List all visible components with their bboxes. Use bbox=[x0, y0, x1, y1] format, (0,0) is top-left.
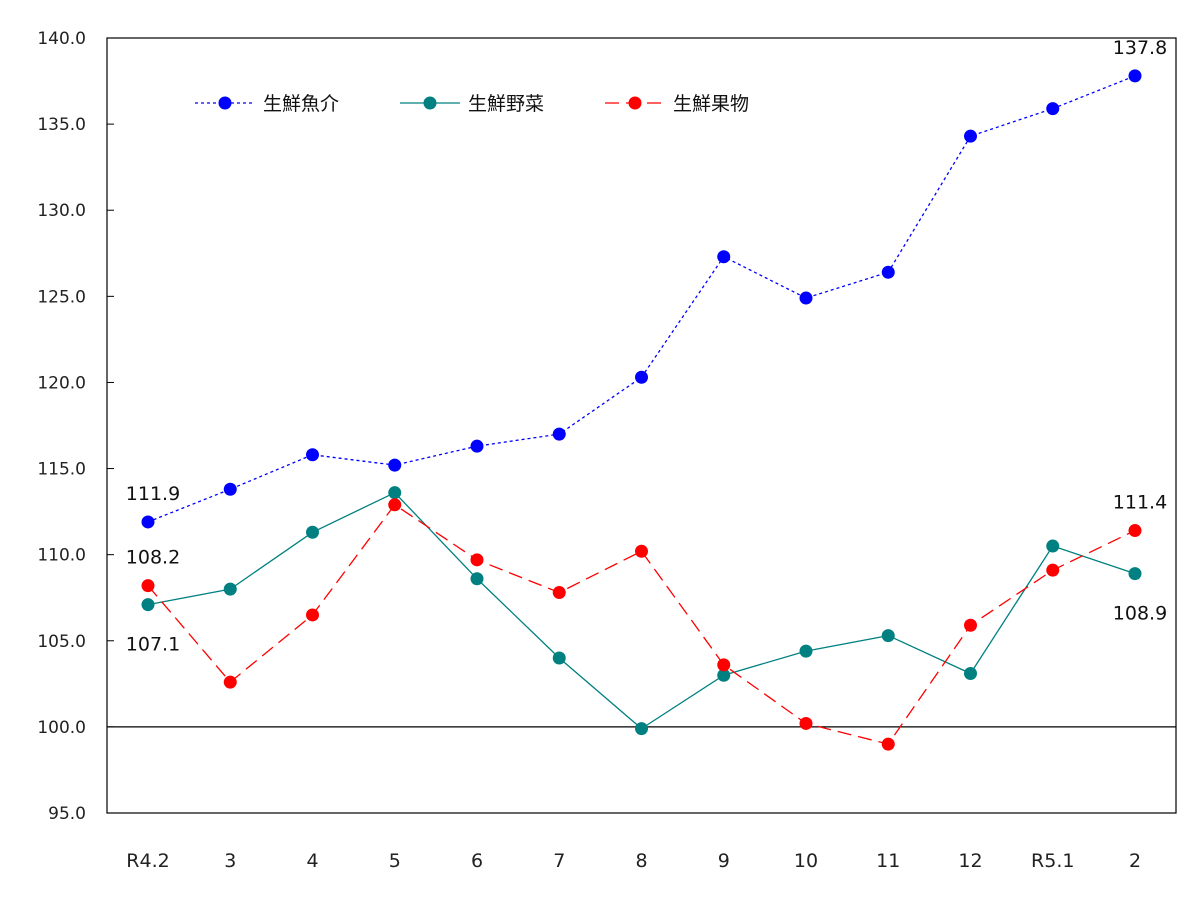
data-point-marker bbox=[799, 644, 813, 658]
y-tick-label: 110.0 bbox=[37, 546, 86, 566]
legend-marker bbox=[423, 96, 437, 110]
data-label: 111.9 bbox=[126, 483, 180, 505]
x-tick-label: R4.2 bbox=[126, 850, 169, 872]
data-point-marker bbox=[470, 572, 484, 586]
x-tick-label: 11 bbox=[876, 850, 900, 872]
y-tick-label: 105.0 bbox=[37, 632, 86, 652]
data-label: 108.2 bbox=[126, 547, 180, 569]
data-point-marker bbox=[1128, 69, 1142, 83]
x-tick-label: 12 bbox=[958, 850, 982, 872]
data-point-marker bbox=[306, 448, 319, 462]
y-tick-label: 125.0 bbox=[37, 287, 86, 307]
data-point-marker bbox=[223, 675, 237, 689]
data-point-marker bbox=[1128, 524, 1142, 538]
plot-area bbox=[106, 37, 1177, 814]
series-生鮮野菜 bbox=[141, 486, 1142, 736]
y-tick-label: 135.0 bbox=[37, 115, 86, 135]
legend-marker bbox=[628, 96, 642, 110]
data-point-marker bbox=[881, 629, 895, 643]
data-point-marker bbox=[635, 370, 648, 384]
legend: 生鮮魚介 生鮮野菜 生鮮果物 bbox=[195, 93, 749, 115]
legend-item: 生鮮魚介 bbox=[195, 93, 339, 115]
legend-marker bbox=[218, 96, 232, 110]
data-point-marker bbox=[306, 608, 319, 622]
data-point-marker bbox=[223, 482, 237, 496]
x-tick-label: 7 bbox=[553, 850, 565, 872]
x-tick-label: 5 bbox=[389, 850, 401, 872]
x-tick-label: 6 bbox=[471, 850, 483, 872]
data-point-marker bbox=[388, 458, 402, 472]
data-point-marker bbox=[717, 658, 731, 672]
data-label: 107.1 bbox=[126, 634, 180, 656]
legend-label: 生鮮魚介 bbox=[263, 93, 339, 115]
data-point-marker bbox=[388, 498, 402, 512]
data-point-marker bbox=[552, 427, 566, 441]
data-point-marker bbox=[1046, 563, 1060, 577]
x-tick-label: 8 bbox=[635, 850, 647, 872]
data-point-marker bbox=[552, 651, 566, 665]
plot-border bbox=[106, 37, 1177, 814]
data-labels: 111.9 108.2 107.1 137.8 111.4 108.9 bbox=[126, 37, 1167, 656]
series-生鮮果物 bbox=[141, 498, 1142, 751]
x-tick-label: 2 bbox=[1129, 850, 1141, 872]
data-label: 108.9 bbox=[1113, 603, 1167, 625]
data-point-marker bbox=[964, 667, 977, 680]
data-point-marker bbox=[141, 579, 155, 593]
data-point-marker bbox=[552, 586, 566, 600]
x-tick-label: 9 bbox=[718, 850, 730, 872]
data-point-marker bbox=[635, 722, 648, 736]
y-tick-label: 95.0 bbox=[48, 804, 86, 824]
data-point-marker bbox=[1128, 567, 1142, 581]
data-point-marker bbox=[306, 525, 319, 539]
x-tick-label: R5.1 bbox=[1031, 850, 1074, 872]
series-layer bbox=[141, 69, 1142, 751]
x-axis: R4.2 3 4 5 6 7 8 9 10 11 12 R5.1 2 bbox=[126, 850, 1141, 872]
legend-item: 生鮮果物 bbox=[605, 93, 749, 115]
x-tick-label: 3 bbox=[224, 850, 236, 872]
legend-label: 生鮮果物 bbox=[673, 93, 749, 115]
series-生鮮魚介 bbox=[141, 69, 1142, 529]
data-point-marker bbox=[799, 291, 813, 305]
data-point-marker bbox=[1046, 539, 1060, 553]
data-point-marker bbox=[470, 439, 484, 453]
y-tick-label: 115.0 bbox=[37, 460, 86, 480]
y-tick-label: 130.0 bbox=[37, 201, 86, 221]
x-tick-label: 10 bbox=[794, 850, 818, 872]
legend-item: 生鮮野菜 bbox=[400, 93, 544, 115]
data-point-marker bbox=[717, 668, 731, 682]
y-tick-label: 100.0 bbox=[37, 718, 86, 738]
data-point-marker bbox=[141, 598, 155, 612]
data-label: 111.4 bbox=[1113, 492, 1167, 514]
data-label: 137.8 bbox=[1113, 37, 1167, 59]
data-point-marker bbox=[1046, 102, 1060, 116]
data-point-marker bbox=[388, 486, 402, 500]
data-point-marker bbox=[141, 515, 155, 529]
data-point-marker bbox=[470, 553, 484, 567]
data-point-marker bbox=[635, 544, 648, 558]
y-axis: 95.0 100.0 105.0 110.0 115.0 120.0 125.0 130.0 1… bbox=[37, 29, 114, 824]
data-point-marker bbox=[223, 582, 237, 596]
data-point-marker bbox=[799, 716, 813, 730]
data-point-marker bbox=[881, 737, 895, 751]
x-tick-label: 4 bbox=[306, 850, 318, 872]
data-point-marker bbox=[717, 250, 731, 264]
y-tick-label: 140.0 bbox=[37, 29, 86, 49]
y-tick-label: 120.0 bbox=[37, 373, 86, 393]
data-point-marker bbox=[964, 129, 977, 143]
data-point-marker bbox=[964, 618, 977, 632]
legend-label: 生鮮野菜 bbox=[468, 93, 544, 115]
data-point-marker bbox=[881, 265, 895, 279]
